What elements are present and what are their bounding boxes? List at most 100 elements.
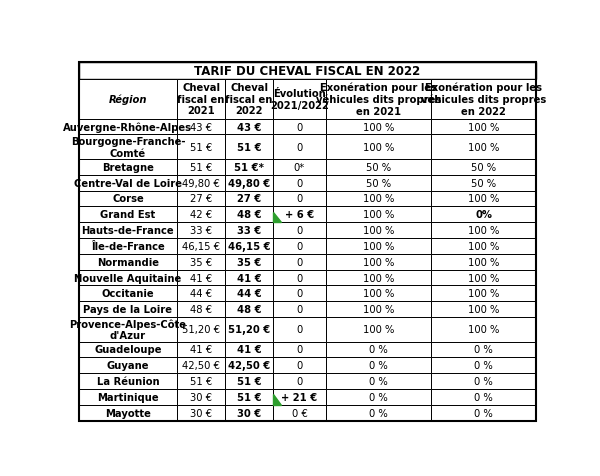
Bar xyxy=(273,373,326,389)
Text: 100 %: 100 % xyxy=(468,226,499,236)
Text: 35 €: 35 € xyxy=(237,257,262,267)
Bar xyxy=(79,238,177,254)
Bar xyxy=(177,405,225,421)
Bar xyxy=(79,159,177,176)
Bar xyxy=(225,191,273,207)
Text: 100 %: 100 % xyxy=(468,257,499,267)
Text: 51,20 €: 51,20 € xyxy=(182,325,220,335)
Text: Île-de-France: Île-de-France xyxy=(91,241,165,251)
Bar xyxy=(177,389,225,405)
Text: 100 %: 100 % xyxy=(468,305,499,315)
Text: Occitanie: Occitanie xyxy=(101,289,154,299)
Bar xyxy=(431,254,536,270)
Text: Exonération pour les
véhicules dits propres
en 2022: Exonération pour les véhicules dits prop… xyxy=(421,82,546,117)
Bar xyxy=(326,302,431,317)
Bar xyxy=(177,373,225,389)
Text: 100 %: 100 % xyxy=(468,325,499,335)
Text: 100 %: 100 % xyxy=(468,273,499,283)
Bar xyxy=(79,302,177,317)
Bar xyxy=(431,302,536,317)
Bar xyxy=(431,119,536,135)
Bar xyxy=(273,389,326,405)
Bar xyxy=(326,80,431,119)
Text: 0: 0 xyxy=(296,377,302,386)
Bar xyxy=(431,286,536,302)
Bar xyxy=(177,238,225,254)
Bar xyxy=(273,357,326,373)
Text: 0: 0 xyxy=(296,241,302,251)
Bar xyxy=(177,159,225,176)
Bar xyxy=(326,270,431,286)
Text: 0: 0 xyxy=(296,325,302,335)
Text: 44 €: 44 € xyxy=(190,289,212,299)
Text: 41 €: 41 € xyxy=(237,273,262,283)
Bar xyxy=(225,119,273,135)
Bar xyxy=(79,207,177,223)
Bar xyxy=(273,238,326,254)
Bar xyxy=(326,405,431,421)
Text: Corse: Corse xyxy=(112,194,144,204)
Text: 46,15 €: 46,15 € xyxy=(182,241,220,251)
Text: 30 €: 30 € xyxy=(190,408,212,418)
Bar xyxy=(225,286,273,302)
Text: Provence-Alpes-Côte
d'Azur: Provence-Alpes-Côte d'Azur xyxy=(70,318,187,341)
Text: 49,80 €: 49,80 € xyxy=(182,178,220,188)
Bar xyxy=(79,286,177,302)
Bar xyxy=(273,342,326,357)
Text: Région: Région xyxy=(109,94,147,105)
Text: 0: 0 xyxy=(296,142,302,152)
Text: Centre-Val de Loire: Centre-Val de Loire xyxy=(74,178,182,188)
Bar xyxy=(225,80,273,119)
Text: 0 %: 0 % xyxy=(474,377,493,386)
Text: Guadeloupe: Guadeloupe xyxy=(94,345,161,355)
Text: 48 €: 48 € xyxy=(237,305,262,315)
Bar xyxy=(431,191,536,207)
Text: 0%: 0% xyxy=(475,210,492,220)
Text: 100 %: 100 % xyxy=(363,241,394,251)
Text: 100 %: 100 % xyxy=(363,325,394,335)
Bar xyxy=(79,135,177,159)
Bar xyxy=(273,159,326,176)
Bar xyxy=(273,317,326,342)
Bar xyxy=(431,238,536,254)
Text: 50 %: 50 % xyxy=(366,178,391,188)
Bar xyxy=(225,302,273,317)
Bar xyxy=(326,176,431,191)
Text: 100 %: 100 % xyxy=(363,273,394,283)
Text: Nouvelle Aquitaine: Nouvelle Aquitaine xyxy=(74,273,182,283)
Polygon shape xyxy=(273,212,281,223)
Text: 42,50 €: 42,50 € xyxy=(182,360,220,370)
Bar xyxy=(431,159,536,176)
Text: Guyane: Guyane xyxy=(107,360,149,370)
Text: 100 %: 100 % xyxy=(468,194,499,204)
Text: 50 %: 50 % xyxy=(366,162,391,172)
Bar xyxy=(225,159,273,176)
Text: 0: 0 xyxy=(296,273,302,283)
Bar xyxy=(273,135,326,159)
Text: 51 €: 51 € xyxy=(237,142,262,152)
Text: 0 %: 0 % xyxy=(369,360,388,370)
Text: 44 €: 44 € xyxy=(237,289,262,299)
Text: 100 %: 100 % xyxy=(468,241,499,251)
Bar xyxy=(225,373,273,389)
Text: Cheval
fiscal en
2022: Cheval fiscal en 2022 xyxy=(226,83,273,116)
Text: Bretagne: Bretagne xyxy=(102,162,154,172)
Bar xyxy=(431,135,536,159)
Bar xyxy=(273,119,326,135)
Text: Cheval
fiscal en
2021: Cheval fiscal en 2021 xyxy=(178,83,225,116)
Text: 48 €: 48 € xyxy=(237,210,262,220)
Bar xyxy=(177,357,225,373)
Text: Auvergne-Rhône-Alpes: Auvergne-Rhône-Alpes xyxy=(64,122,193,132)
Bar xyxy=(79,191,177,207)
Text: 100 %: 100 % xyxy=(363,226,394,236)
Bar xyxy=(273,405,326,421)
Bar xyxy=(177,254,225,270)
Text: 33 €: 33 € xyxy=(237,226,261,236)
Text: 48 €: 48 € xyxy=(190,305,212,315)
Bar xyxy=(79,357,177,373)
Bar xyxy=(326,207,431,223)
Bar xyxy=(225,389,273,405)
Text: 100 %: 100 % xyxy=(363,210,394,220)
Bar xyxy=(225,207,273,223)
Text: 0: 0 xyxy=(296,122,302,132)
